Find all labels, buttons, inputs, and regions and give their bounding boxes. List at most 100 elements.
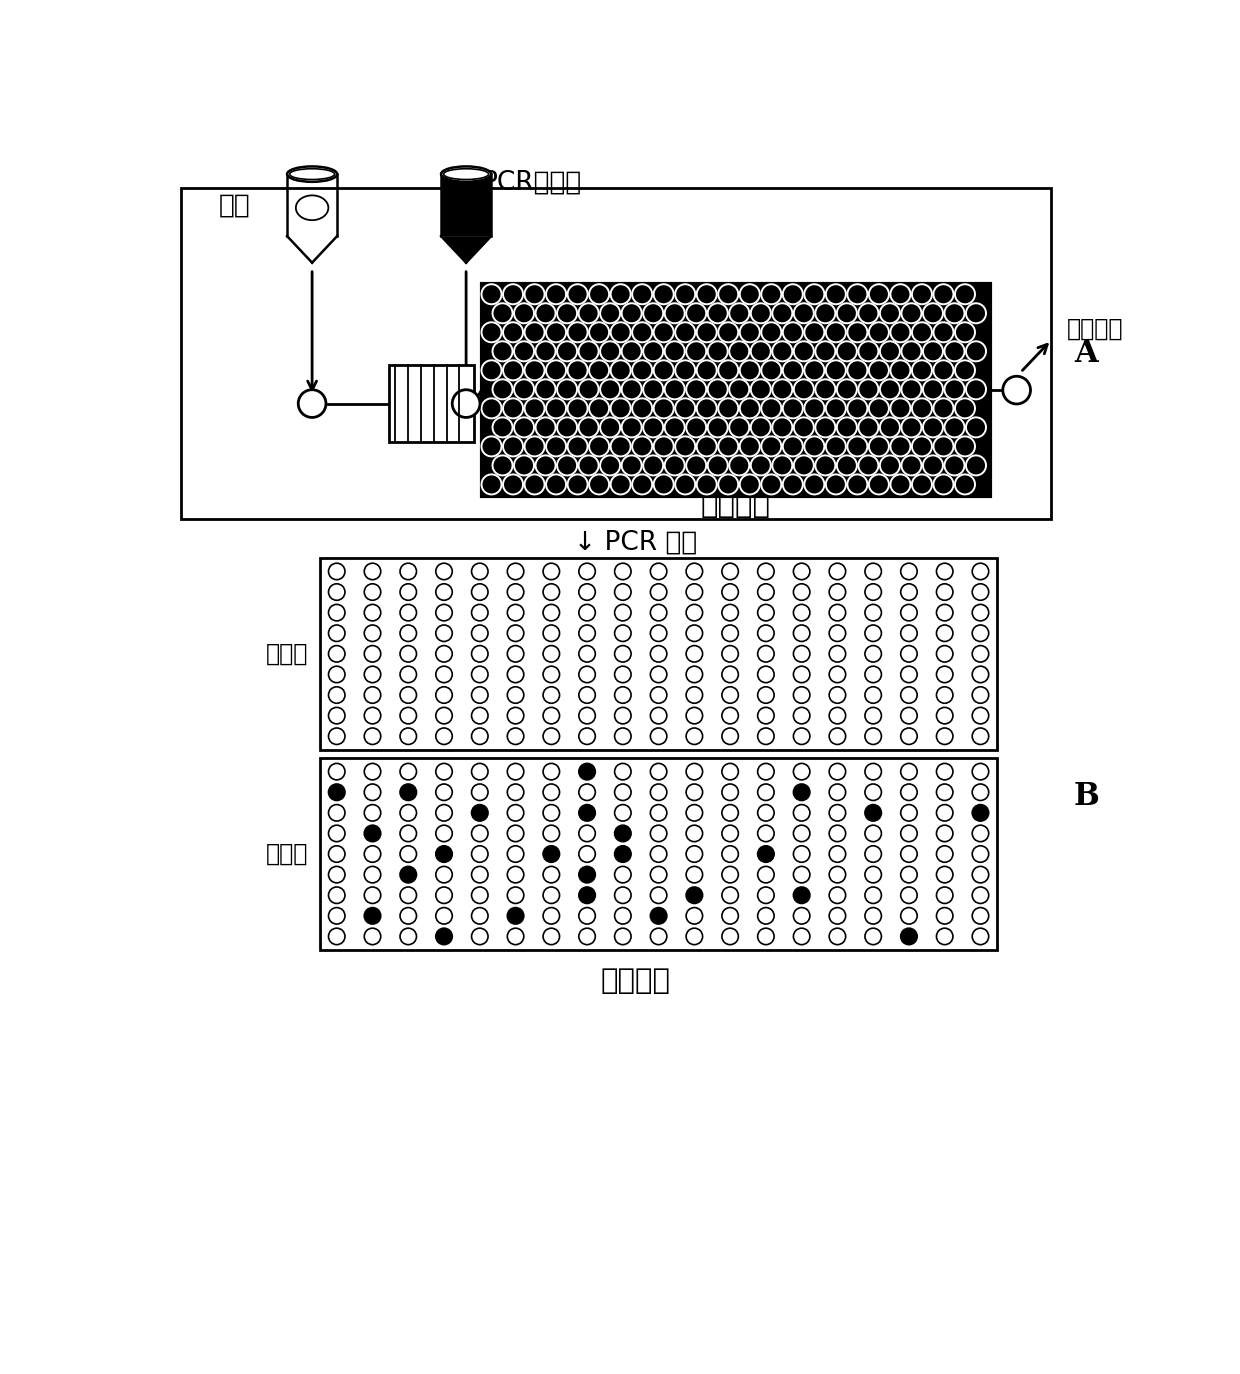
- Circle shape: [758, 687, 774, 703]
- Circle shape: [866, 687, 882, 703]
- Circle shape: [830, 646, 846, 662]
- Circle shape: [708, 341, 728, 361]
- Circle shape: [866, 826, 882, 842]
- Circle shape: [955, 360, 975, 381]
- Circle shape: [923, 418, 942, 437]
- Circle shape: [579, 805, 595, 822]
- Circle shape: [507, 666, 523, 683]
- Circle shape: [866, 563, 882, 580]
- Circle shape: [568, 323, 588, 342]
- Text: PCR混合液: PCR混合液: [481, 170, 582, 196]
- Circle shape: [632, 360, 652, 381]
- Circle shape: [750, 418, 771, 437]
- Circle shape: [621, 341, 641, 361]
- Circle shape: [365, 708, 381, 724]
- Circle shape: [722, 929, 738, 945]
- Circle shape: [866, 728, 882, 745]
- Circle shape: [610, 398, 631, 418]
- Circle shape: [900, 826, 918, 842]
- Circle shape: [525, 360, 544, 381]
- Circle shape: [830, 584, 846, 600]
- Bar: [441, 174, 491, 236]
- Circle shape: [650, 846, 667, 863]
- Circle shape: [758, 867, 774, 883]
- Circle shape: [615, 728, 631, 745]
- Circle shape: [708, 304, 728, 323]
- Circle shape: [543, 584, 559, 600]
- Circle shape: [676, 284, 696, 304]
- Circle shape: [515, 455, 534, 475]
- Circle shape: [837, 418, 857, 437]
- Circle shape: [866, 888, 882, 904]
- Circle shape: [481, 437, 501, 456]
- Circle shape: [686, 785, 703, 801]
- Circle shape: [557, 304, 577, 323]
- Circle shape: [955, 474, 975, 495]
- Circle shape: [794, 908, 810, 925]
- Text: A: A: [1074, 338, 1097, 370]
- Circle shape: [740, 284, 760, 304]
- Circle shape: [579, 785, 595, 801]
- Circle shape: [515, 418, 534, 437]
- Circle shape: [435, 646, 453, 662]
- Circle shape: [365, 805, 381, 822]
- Circle shape: [805, 398, 825, 418]
- Circle shape: [758, 605, 774, 621]
- Circle shape: [900, 764, 918, 780]
- Circle shape: [435, 785, 453, 801]
- Circle shape: [718, 474, 738, 495]
- Circle shape: [936, 867, 952, 883]
- Circle shape: [365, 785, 381, 801]
- Circle shape: [589, 437, 609, 456]
- Circle shape: [610, 474, 631, 495]
- Text: B: B: [1073, 780, 1099, 812]
- Circle shape: [866, 584, 882, 600]
- Circle shape: [722, 826, 738, 842]
- Circle shape: [650, 867, 667, 883]
- Circle shape: [365, 764, 381, 780]
- Circle shape: [729, 379, 749, 400]
- Circle shape: [650, 785, 667, 801]
- Circle shape: [481, 360, 501, 381]
- Text: 乳滴生成: 乳滴生成: [701, 492, 770, 519]
- Circle shape: [686, 563, 703, 580]
- Circle shape: [481, 284, 501, 304]
- Circle shape: [758, 646, 774, 662]
- Circle shape: [365, 929, 381, 945]
- Circle shape: [936, 888, 952, 904]
- Circle shape: [936, 785, 952, 801]
- Circle shape: [329, 929, 345, 945]
- Circle shape: [758, 929, 774, 945]
- Circle shape: [507, 728, 523, 745]
- Circle shape: [758, 888, 774, 904]
- Circle shape: [722, 646, 738, 662]
- Circle shape: [729, 304, 749, 323]
- Circle shape: [1003, 376, 1030, 404]
- Circle shape: [507, 646, 523, 662]
- Circle shape: [600, 379, 620, 400]
- Circle shape: [869, 437, 889, 456]
- Circle shape: [794, 646, 810, 662]
- Circle shape: [536, 304, 556, 323]
- Circle shape: [758, 584, 774, 600]
- Circle shape: [830, 826, 846, 842]
- Circle shape: [837, 379, 857, 400]
- Circle shape: [761, 284, 781, 304]
- Circle shape: [686, 929, 703, 945]
- Circle shape: [936, 584, 952, 600]
- Circle shape: [632, 437, 652, 456]
- Circle shape: [900, 867, 918, 883]
- Circle shape: [471, 764, 489, 780]
- Circle shape: [621, 455, 641, 475]
- Circle shape: [579, 888, 595, 904]
- Circle shape: [653, 323, 673, 342]
- Circle shape: [722, 908, 738, 925]
- Circle shape: [650, 646, 667, 662]
- Circle shape: [579, 764, 595, 780]
- Circle shape: [900, 563, 918, 580]
- Circle shape: [934, 360, 954, 381]
- Circle shape: [543, 888, 559, 904]
- Circle shape: [329, 625, 345, 642]
- Circle shape: [858, 455, 878, 475]
- Circle shape: [972, 625, 988, 642]
